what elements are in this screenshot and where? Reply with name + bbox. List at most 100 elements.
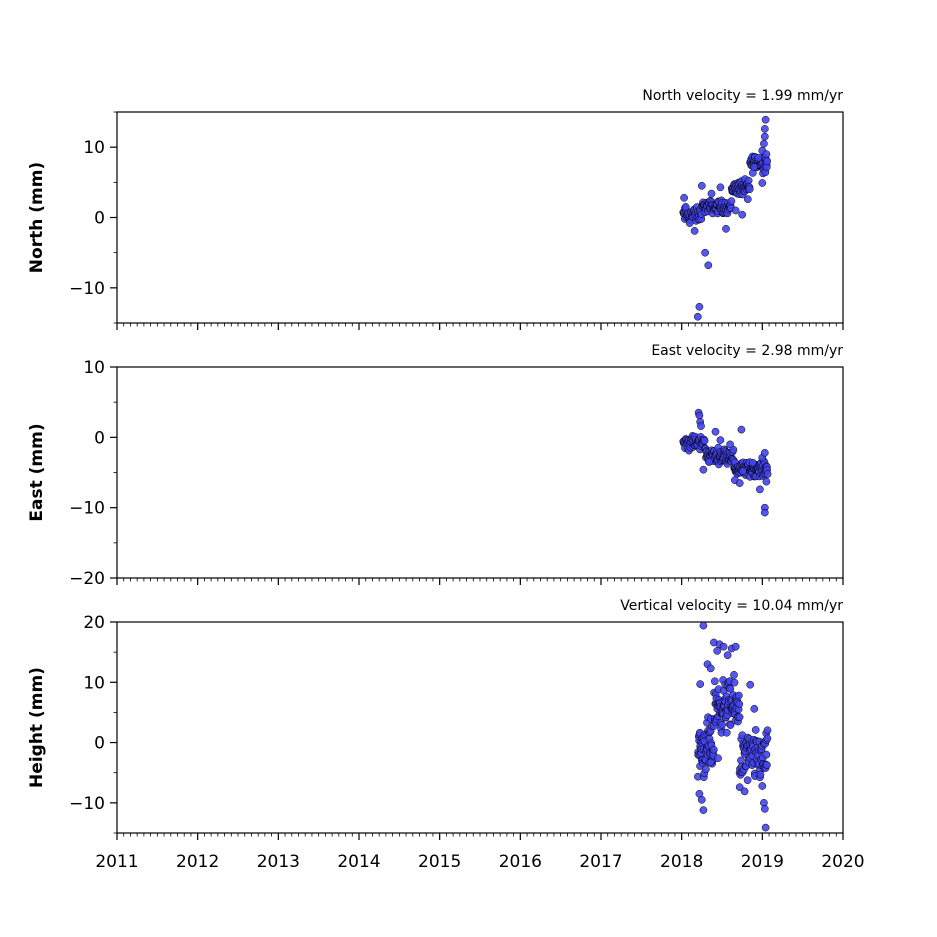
data-point <box>735 713 744 721</box>
east-panel: 10 0 −10 −20 East (mm) East velocity = 2.98 m… <box>27 343 844 589</box>
y-tick-label: 0 <box>94 428 105 448</box>
north-x-ticks <box>116 323 844 330</box>
data-point <box>726 685 735 693</box>
east-x-ticks <box>116 578 844 585</box>
height-velocity-title: Vertical velocity = 10.04 mm/yr <box>620 598 843 614</box>
data-point <box>744 176 753 185</box>
north-data-points <box>679 115 772 321</box>
data-point <box>756 485 764 494</box>
north-y-ticks: 10 0 −10 <box>69 111 117 324</box>
data-point <box>718 720 726 729</box>
data-point <box>750 704 759 713</box>
y-tick-label: 0 <box>94 734 105 754</box>
east-data-points <box>679 408 772 517</box>
x-tick-label: 2018 <box>660 852 703 872</box>
data-point <box>697 422 705 430</box>
data-point <box>760 139 768 148</box>
data-point <box>680 193 688 202</box>
x-tick-label: 2017 <box>579 852 622 872</box>
data-point <box>695 302 704 311</box>
data-point <box>746 680 755 689</box>
north-axes-frame <box>116 111 844 324</box>
y-tick-label: −10 <box>69 794 105 814</box>
data-point <box>763 734 772 743</box>
data-point <box>763 761 771 769</box>
data-point <box>731 206 740 215</box>
y-tick-label: −10 <box>69 279 105 299</box>
data-point <box>697 181 706 190</box>
y-tick-label: 10 <box>83 358 105 378</box>
data-point <box>716 436 725 444</box>
data-point <box>709 745 718 754</box>
y-tick-label: 20 <box>83 613 105 633</box>
data-point <box>750 163 759 171</box>
data-point <box>760 132 769 141</box>
x-tick-label: 2020 <box>821 852 864 872</box>
data-point <box>699 465 708 474</box>
data-point <box>761 823 770 832</box>
x-tick-label: 2012 <box>176 852 219 872</box>
data-point <box>731 642 740 651</box>
data-point <box>706 758 715 767</box>
y-tick-label: 10 <box>83 138 105 158</box>
data-point <box>739 467 747 475</box>
y-tick-label: 10 <box>83 673 105 693</box>
data-point <box>748 458 757 467</box>
height-x-ticks <box>116 833 844 840</box>
data-point <box>702 765 710 774</box>
height-axis-label: Height (mm) <box>27 667 47 788</box>
data-point <box>754 153 763 162</box>
data-point <box>763 157 772 166</box>
height-panel: 20 10 0 −10 2011 2012 2013 2014 2015 2016 2017 2018… <box>27 598 865 872</box>
data-point <box>760 125 769 133</box>
data-point <box>699 621 708 630</box>
data-point <box>722 728 731 737</box>
data-point <box>758 179 767 187</box>
data-point <box>763 726 772 735</box>
data-point <box>723 651 732 660</box>
data-point <box>760 448 769 457</box>
data-point <box>735 691 743 700</box>
data-point <box>737 425 746 434</box>
north-axis-label: North (mm) <box>27 162 47 273</box>
data-point <box>756 770 765 779</box>
data-point <box>735 700 744 708</box>
data-point <box>760 508 769 517</box>
data-point <box>726 440 734 449</box>
north-velocity-title: North velocity = 1.99 mm/yr <box>642 88 843 104</box>
data-point <box>705 458 713 466</box>
data-point <box>711 427 720 436</box>
data-point <box>681 203 690 211</box>
data-point <box>722 224 730 233</box>
data-point <box>697 795 706 804</box>
data-point <box>713 647 722 655</box>
data-point <box>758 782 767 790</box>
data-point <box>738 210 747 219</box>
data-point <box>730 678 739 687</box>
data-point <box>690 227 699 235</box>
data-point <box>701 248 709 257</box>
data-point <box>743 776 752 785</box>
x-tick-label: 2015 <box>418 852 461 872</box>
data-point <box>751 726 760 734</box>
data-point <box>745 185 754 194</box>
x-tick-label: 2016 <box>499 852 542 872</box>
data-point <box>700 436 709 445</box>
height-axes-frame <box>116 621 844 834</box>
height-y-ticks: 20 10 0 −10 <box>69 613 117 834</box>
data-point <box>735 783 744 792</box>
x-tick-label: 2014 <box>337 852 380 872</box>
data-point <box>730 671 738 679</box>
data-point <box>695 411 704 420</box>
data-point <box>685 219 694 227</box>
data-point <box>696 680 705 688</box>
data-point <box>716 183 725 192</box>
data-point <box>707 189 716 198</box>
east-axis-label: East (mm) <box>27 423 47 521</box>
x-tick-label: 2011 <box>95 852 138 872</box>
x-tick-label: 2013 <box>257 852 300 872</box>
data-point <box>735 479 744 487</box>
data-point <box>706 664 715 673</box>
data-point <box>763 470 772 478</box>
